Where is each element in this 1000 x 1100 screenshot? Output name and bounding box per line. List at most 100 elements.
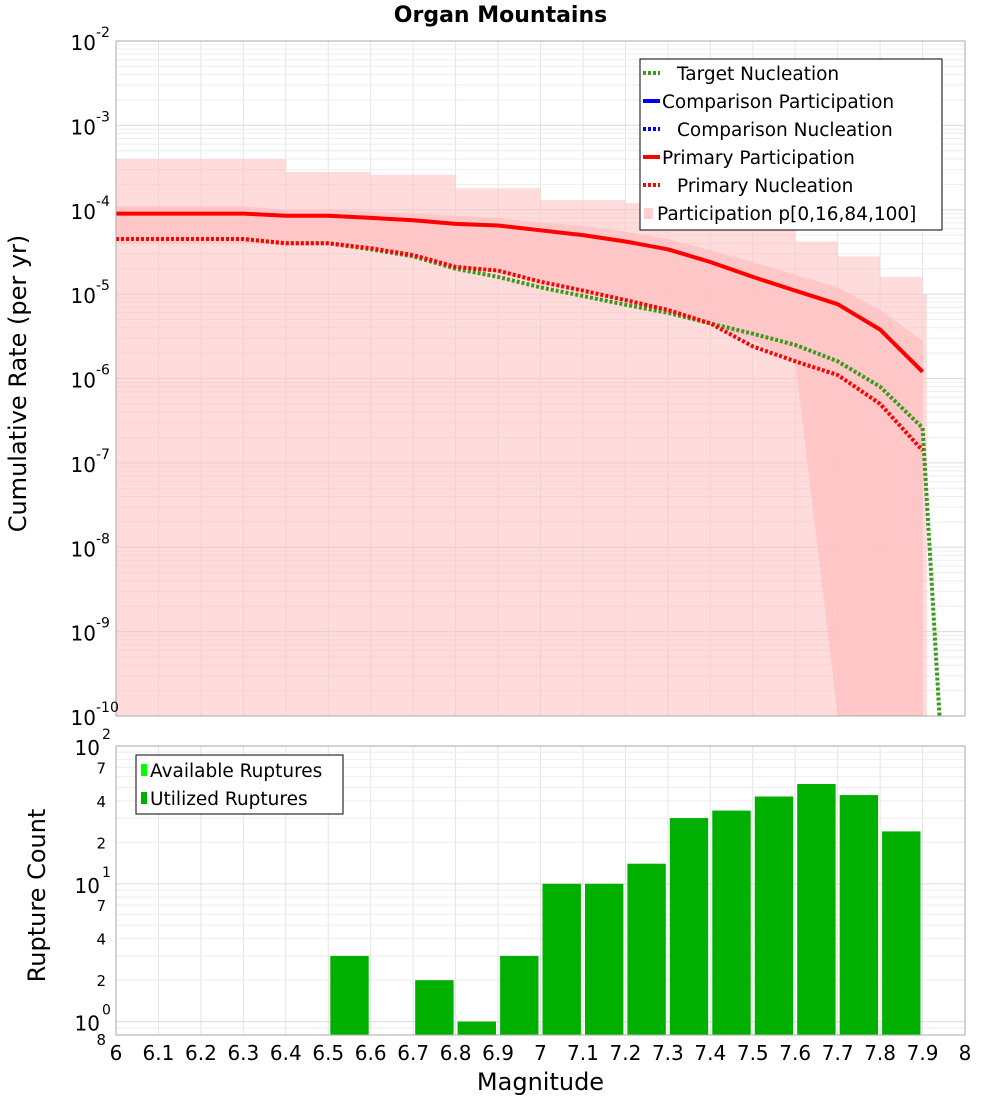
x-tick-labels: 6 6.1 6.2 6.3 6.4 6.5 6.6 6.7 6.8 6.9 7 7.1 7.2 7.3 7.…	[110, 1041, 972, 1065]
participation-band-group	[116, 159, 927, 716]
x-tick-label: 6.3	[227, 1041, 259, 1065]
bar-utilized-ruptures	[542, 883, 581, 1035]
x-tick-label: 7.7	[822, 1041, 854, 1065]
y-tick-label: 10 -4	[71, 194, 111, 224]
top-y-tick-labels: 10-210-310-410-510-610-710-810-910-10	[71, 25, 119, 730]
y-tick-label: 10 -3	[71, 109, 110, 139]
y-minor-tick-label: 4	[96, 793, 106, 811]
y-tick-exponent: -4	[96, 194, 110, 210]
y-tick-base: 10	[71, 284, 96, 308]
top-plot-frame	[115, 40, 966, 717]
legend-label: Comparison Nucleation	[677, 120, 893, 141]
bottom-y-axis-label: Rupture Count	[23, 809, 51, 983]
x-tick-label: 7.5	[737, 1041, 769, 1065]
y-tick-base: 10	[71, 31, 96, 55]
x-tick-label: 6.4	[270, 1041, 302, 1065]
bar-utilized-ruptures	[585, 883, 624, 1035]
x-tick-label: 8	[959, 1041, 972, 1065]
legend-item: Comparison Nucleation	[643, 120, 893, 141]
legend-label: Primary Participation	[662, 148, 855, 169]
x-tick-label: 6.6	[355, 1041, 387, 1065]
y-tick-base: 10	[71, 706, 96, 730]
bar-utilized-ruptures	[882, 831, 921, 1035]
x-tick-label: 7.9	[907, 1041, 939, 1065]
x-tick-label: 7.2	[609, 1041, 641, 1065]
bar-utilized-ruptures	[839, 795, 879, 1035]
x-tick-label: 7.3	[652, 1041, 684, 1065]
legend-swatch-bar	[141, 792, 147, 804]
bar-utilized-ruptures	[500, 955, 539, 1035]
legend-item: Comparison Participation	[643, 92, 894, 113]
legend-swatch-patch	[644, 208, 653, 219]
y-minor-tick-label: 7	[96, 897, 106, 915]
y-tick-label: 100	[75, 1003, 111, 1036]
x-tick-label: 7.8	[864, 1041, 896, 1065]
x-tick-label: 7.1	[567, 1041, 599, 1065]
legend-label: Utilized Ruptures	[150, 789, 308, 810]
bottom-grid	[115, 746, 966, 1036]
bottom-plot-frame	[115, 745, 966, 1036]
y-tick-base: 10	[71, 200, 96, 224]
y-tick-label: 10 -10	[71, 700, 119, 730]
y-tick-exponent: -8	[96, 531, 110, 547]
x-tick-label: 6.7	[397, 1041, 429, 1065]
y-tick-base: 10	[75, 1012, 100, 1036]
legend-box	[135, 754, 344, 815]
bottom-legend: Available Ruptures Utilized Ruptures	[135, 754, 344, 815]
series-line-primary-participation	[116, 211, 925, 374]
top-legend: Target Nucleation Comparison Participatio…	[639, 58, 943, 231]
y-tick-label: 102	[75, 727, 111, 760]
x-tick-label: 7	[534, 1041, 547, 1065]
bar-utilized-ruptures	[330, 955, 369, 1035]
y-tick-exponent: -7	[96, 447, 110, 463]
y-tick-label: 101	[75, 865, 111, 898]
y-tick-exponent: 2	[102, 727, 111, 743]
y-tick-base: 10	[71, 115, 96, 139]
y-tick-base: 10	[71, 369, 96, 393]
y-minor-tick-label: 4	[96, 931, 106, 949]
x-tick-label: 6.1	[143, 1041, 175, 1065]
bar-utilized-ruptures	[457, 1021, 496, 1035]
y-minor-tick-label: 2	[96, 834, 106, 852]
top-y-axis-label: Cumulative Rate (per yr)	[4, 235, 32, 533]
legend-item: Primary Participation	[643, 148, 855, 169]
y-tick-exponent: 0	[102, 1003, 111, 1019]
x-tick-label: 6.8	[440, 1041, 472, 1065]
y-tick-exponent: -3	[96, 109, 110, 125]
y-tick-base: 10	[75, 874, 100, 898]
y-tick-exponent: -5	[96, 278, 110, 294]
y-tick-label: 10 -2	[71, 25, 110, 55]
participation-band-inner	[116, 206, 923, 716]
legend-swatch-bar	[141, 764, 147, 776]
x-axis-label: Magnitude	[477, 1068, 604, 1096]
y-tick-exponent: -9	[96, 616, 110, 632]
y-minor-tick-label: 8	[96, 1031, 106, 1049]
y-tick-exponent: -6	[96, 363, 110, 379]
x-tick-label: 6.5	[312, 1041, 344, 1065]
bar-group	[330, 784, 921, 1035]
legend-label: Target Nucleation	[676, 64, 839, 85]
legend-label: Participation p[0,16,84,100]	[657, 204, 916, 225]
bar-utilized-ruptures	[754, 796, 794, 1035]
bar-utilized-ruptures	[797, 784, 836, 1035]
legend-label: Primary Nucleation	[677, 176, 853, 197]
legend-item: Utilized Ruptures	[141, 789, 308, 810]
bar-utilized-ruptures	[669, 818, 709, 1035]
bar-utilized-ruptures	[627, 863, 666, 1035]
y-minor-tick-label: 2	[96, 972, 106, 990]
y-tick-exponent: -2	[96, 25, 110, 41]
top-series-group	[116, 211, 942, 716]
x-tick-label: 6.9	[482, 1041, 514, 1065]
y-tick-label: 10 -7	[71, 447, 110, 477]
chart-title: Organ Mountains	[394, 3, 607, 28]
x-tick-label: 7.6	[779, 1041, 811, 1065]
legend-box	[639, 58, 943, 231]
y-tick-label: 10 -9	[71, 616, 110, 646]
legend-label: Comparison Participation	[662, 92, 894, 113]
legend-item: Target Nucleation	[643, 64, 839, 85]
y-tick-base: 10	[75, 736, 100, 760]
legend-label: Available Ruptures	[150, 761, 322, 782]
y-tick-base: 10	[71, 453, 96, 477]
